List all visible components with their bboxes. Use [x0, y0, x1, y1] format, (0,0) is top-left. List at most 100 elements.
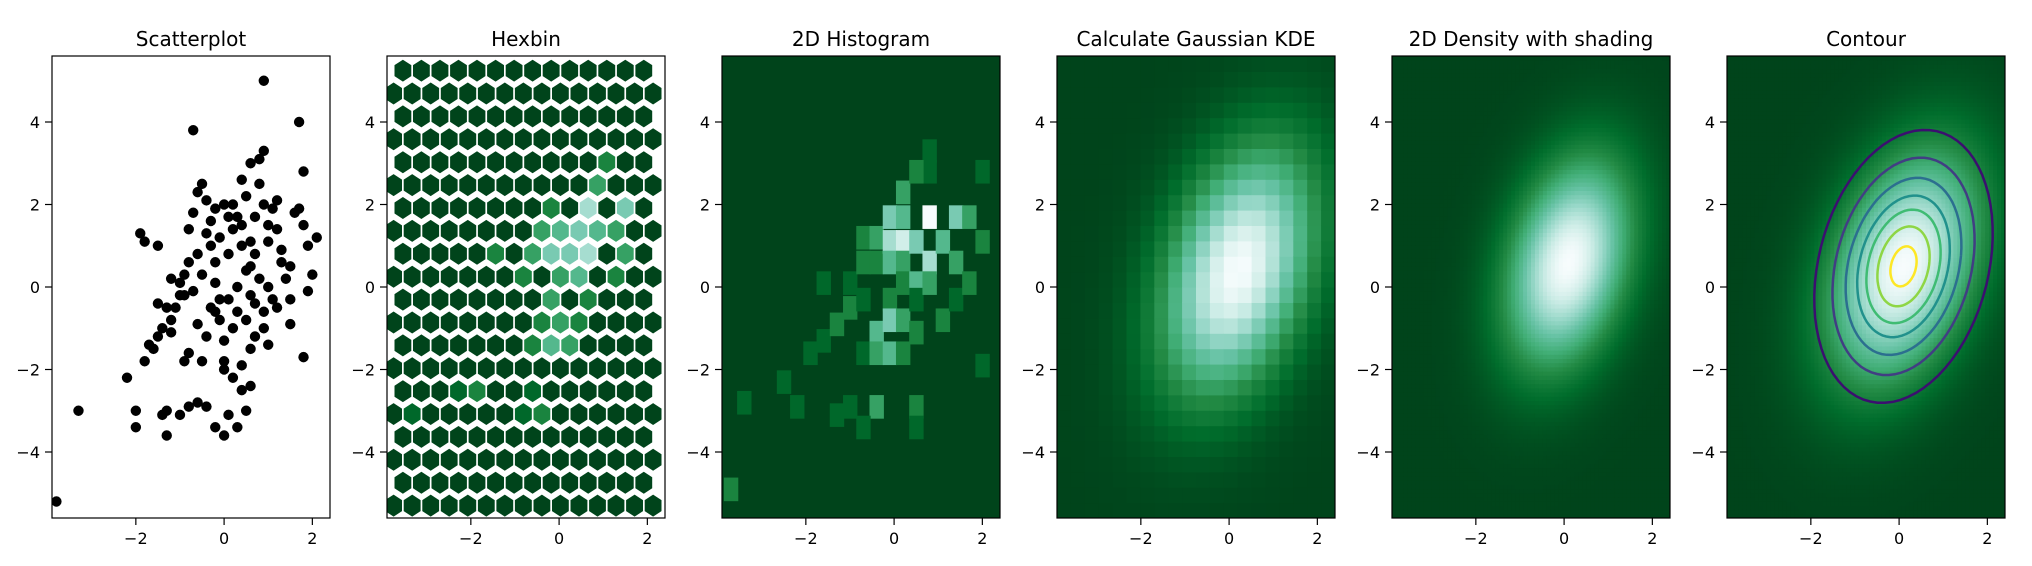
- density-cell: [1443, 492, 1449, 498]
- density-cell: [1503, 106, 1508, 112]
- density-cell: [1427, 232, 1433, 238]
- density-cell: [1523, 156, 1528, 162]
- density-cell: [1057, 71, 1072, 88]
- density-cell: [1419, 320, 1425, 326]
- density-cell: [1455, 446, 1461, 452]
- density-cell: [1467, 152, 1473, 158]
- density-cell: [1491, 480, 1496, 485]
- density-cell: [1499, 257, 1504, 263]
- density-cell: [1395, 215, 1401, 221]
- density-cell: [1182, 194, 1197, 211]
- density-cell: [1483, 333, 1488, 338]
- density-cell: [1499, 396, 1504, 401]
- density-cell: [1503, 387, 1508, 393]
- density-cell: [1395, 56, 1401, 61]
- y-tick-label: −2: [351, 361, 375, 380]
- density-cell: [1084, 148, 1100, 165]
- density-cell: [1431, 144, 1437, 149]
- density-cell: [1511, 379, 1516, 385]
- density-cell: [1443, 106, 1449, 112]
- density-cell: [1487, 354, 1492, 359]
- density-cell: [1399, 228, 1405, 233]
- density-cell: [1475, 337, 1480, 343]
- density-cell: [1098, 240, 1114, 257]
- density-cell: [1447, 446, 1453, 452]
- hexbin-cell: [616, 105, 634, 128]
- density-cell: [1451, 81, 1457, 86]
- density-cell: [1463, 320, 1469, 326]
- density-cell: [1439, 72, 1445, 78]
- density-cell: [1491, 211, 1496, 217]
- density-cell: [1427, 354, 1433, 359]
- density-cell: [1419, 467, 1425, 473]
- density-cell: [1495, 282, 1500, 288]
- density-cell: [1463, 408, 1469, 414]
- density-cell: [1495, 203, 1500, 208]
- histogram-bin: [856, 415, 871, 440]
- density-cell: [1399, 476, 1405, 481]
- density-cell: [1196, 317, 1211, 334]
- density-cell: [1392, 337, 1397, 343]
- density-cell: [1431, 333, 1437, 338]
- density-cell: [1395, 194, 1401, 200]
- density-cell: [1427, 408, 1433, 414]
- density-cell: [1515, 68, 1520, 74]
- density-cell: [1419, 329, 1425, 334]
- density-cell: [1435, 337, 1441, 343]
- density-cell: [1423, 89, 1429, 95]
- density-cell: [1419, 186, 1425, 191]
- density-cell: [1527, 417, 1532, 422]
- density-cell: [1415, 459, 1421, 464]
- density-cell: [1140, 148, 1155, 165]
- density-cell: [1447, 169, 1453, 175]
- hexbin-cell: [589, 357, 606, 380]
- density-cell: [1527, 488, 1532, 494]
- density-cell: [1427, 148, 1433, 154]
- density-cell: [1209, 194, 1225, 211]
- density-cell: [1471, 497, 1476, 502]
- density-cell: [1471, 165, 1476, 170]
- density-cell: [1519, 291, 1524, 296]
- density-cell: [1407, 186, 1413, 191]
- density-cell: [1057, 210, 1072, 226]
- histogram-bin: [882, 287, 898, 312]
- density-cell: [1307, 148, 1322, 165]
- density-cell: [1395, 278, 1401, 284]
- density-cell: [1411, 81, 1417, 86]
- scatter-point: [165, 273, 177, 284]
- density-cell: [1471, 442, 1476, 448]
- density-cell: [1515, 198, 1520, 204]
- hexbin-cell: [505, 334, 523, 357]
- density-cell: [1154, 410, 1169, 427]
- density-cell: [1419, 350, 1425, 355]
- density-cell: [1515, 173, 1520, 179]
- density-cell: [1403, 127, 1409, 133]
- scatter-point: [293, 203, 305, 214]
- density-cell: [1463, 421, 1469, 427]
- density-cell: [1447, 480, 1453, 485]
- density-cell: [1487, 396, 1492, 401]
- density-cell: [1447, 341, 1453, 347]
- density-cell: [1503, 110, 1508, 116]
- density-cell: [1427, 324, 1433, 330]
- density-cell: [1112, 287, 1128, 303]
- density-cell: [1223, 133, 1239, 149]
- density-cell: [1451, 295, 1457, 301]
- density-cell: [1479, 492, 1484, 498]
- density-cell: [1098, 471, 1114, 488]
- density-cell: [1321, 179, 1335, 196]
- density-cell: [1507, 509, 1512, 515]
- density-cell: [1479, 119, 1484, 124]
- density-cell: [1487, 362, 1492, 368]
- hexbin-cell: [468, 151, 486, 174]
- density-cell: [1523, 169, 1528, 175]
- density-cell: [1427, 509, 1433, 515]
- density-cell: [1515, 341, 1520, 347]
- density-cell: [1499, 392, 1504, 397]
- density-cell: [1487, 224, 1492, 229]
- density-cell: [1427, 190, 1433, 196]
- density-cell: [1140, 210, 1155, 226]
- density-cell: [1499, 169, 1504, 175]
- density-cell: [1279, 102, 1294, 119]
